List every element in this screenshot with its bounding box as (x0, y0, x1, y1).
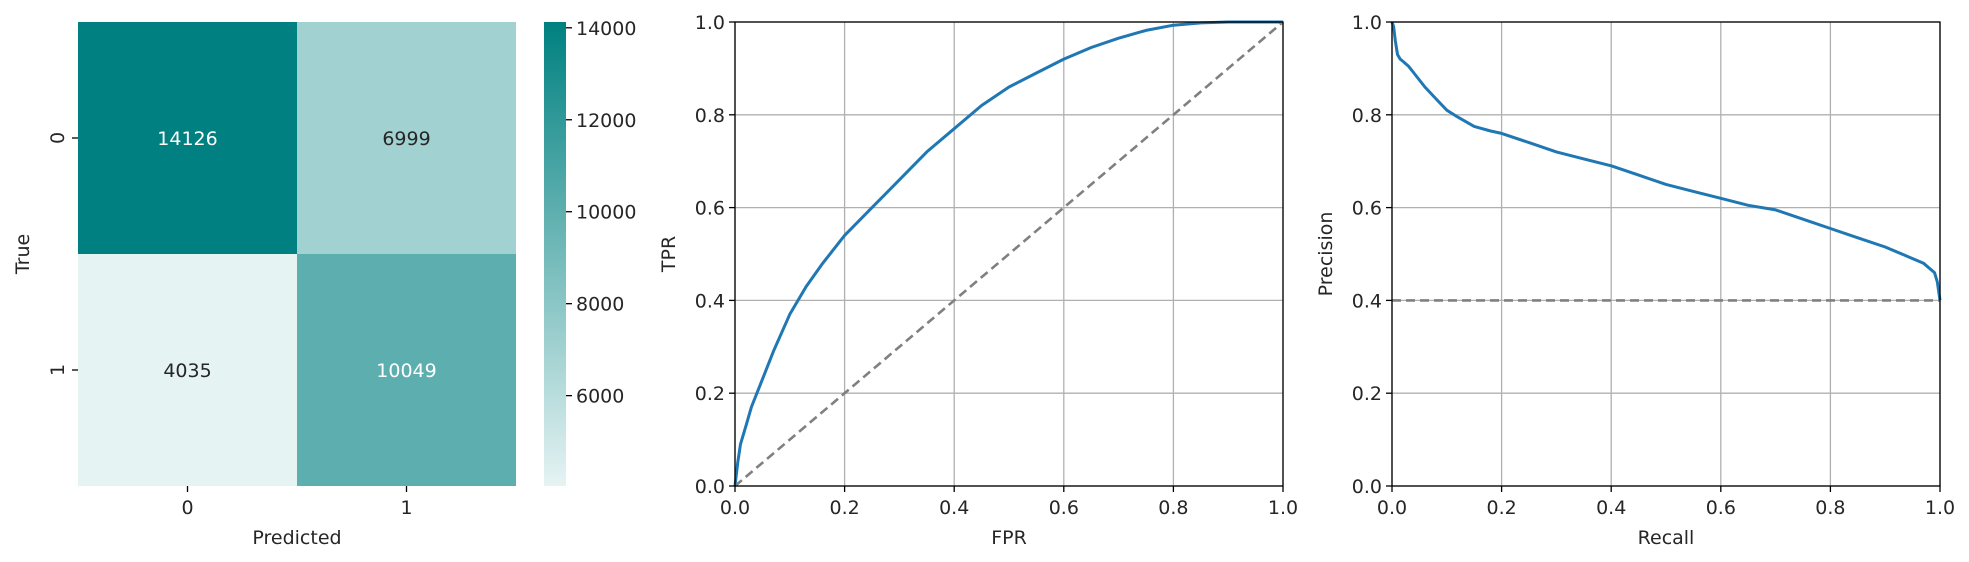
pr-axes-frame (1391, 21, 1941, 487)
pr-y-tick-label-4: 0.8 (1352, 105, 1382, 127)
roc-curve-line (733, 20, 1283, 487)
cm-x-axis-label: Predicted (252, 527, 341, 549)
heatmap-cell-0-0 (78, 22, 297, 254)
roc-y-tick-label-4: 0.8 (695, 105, 725, 127)
heatmap-cell-value-1-0: 4035 (163, 360, 211, 382)
roc-x-tick-label-2: 0.4 (939, 497, 969, 519)
pr-y-tick-label-3: 0.6 (1352, 198, 1382, 220)
pr-x-axis-label: Recall (1638, 527, 1695, 549)
cm-y-axis-label: True (12, 234, 34, 275)
pr-x-tick-label-1: 0.2 (1486, 497, 1516, 519)
colorbar: 6000 8000 10000 12000 14000 (544, 18, 636, 486)
confusion-matrix-panel: 14126 6999 4035 10049 0 1 0 1 Predicted True (12, 22, 516, 549)
pr-y-tick-label-1: 0.2 (1352, 383, 1382, 405)
pr-y-tick-label-2: 0.4 (1352, 290, 1382, 312)
pr-y-tick-label-5: 1.0 (1352, 12, 1382, 34)
roc-x-tick-label-5: 1.0 (1268, 497, 1298, 519)
roc-x-tick-label-0: 0.0 (720, 497, 750, 519)
roc-y-tick-label-2: 0.4 (695, 290, 725, 312)
pr-curve-line (1390, 21, 1942, 301)
cm-x-tick-label-1: 1 (400, 497, 412, 519)
roc-y-tick-label-3: 0.6 (695, 198, 725, 220)
roc-x-tick-label-1: 0.2 (829, 497, 859, 519)
heatmap-cell-value-0-1: 6999 (382, 128, 430, 150)
roc-x-tick-label-4: 0.8 (1158, 497, 1188, 519)
roc-x-tick-label-3: 0.6 (1049, 497, 1079, 519)
heatmap-cell-0-1 (297, 22, 516, 254)
roc-panel: 0.0 0.2 0.4 0.6 0.8 1.0 0.0 0.2 0.4 0.6 0.8 1.0 FPR… (658, 12, 1298, 549)
pr-x-tick-label-3: 0.6 (1706, 497, 1736, 519)
colorbar-tick-label-3: 12000 (576, 110, 636, 132)
colorbar-tick-label-1: 8000 (576, 294, 624, 316)
cm-y-tick-label-0: 0 (47, 132, 69, 144)
roc-y-tick-label-1: 0.2 (695, 383, 725, 405)
roc-baseline-line (734, 21, 1284, 487)
roc-axes-frame (734, 21, 1284, 487)
pr-x-tick-label-4: 0.8 (1815, 497, 1845, 519)
colorbar-gradient (544, 22, 566, 486)
pr-x-tick-label-2: 0.4 (1596, 497, 1626, 519)
colorbar-tick-label-2: 10000 (576, 202, 636, 224)
colorbar-tick-label-4: 14000 (576, 18, 636, 40)
roc-y-tick-label-5: 1.0 (695, 12, 725, 34)
pr-x-tick-label-5: 1.0 (1925, 497, 1955, 519)
pr-y-axis-label: Precision (1315, 212, 1337, 297)
cm-y-tick-label-1: 1 (47, 364, 69, 376)
precision-recall-panel: 0.0 0.2 0.4 0.6 0.8 1.0 0.0 0.2 0.4 0.6 0.8 1.0 Rec… (1315, 12, 1955, 549)
heatmap-cell-1-0 (78, 254, 297, 486)
colorbar-tick-label-0: 6000 (576, 386, 624, 408)
roc-y-tick-label-0: 0.0 (695, 476, 725, 498)
roc-x-axis-label: FPR (991, 527, 1027, 549)
pr-y-tick-label-0: 0.0 (1352, 476, 1382, 498)
heatmap-cell-1-1 (297, 254, 516, 486)
cm-x-tick-label-0: 0 (181, 497, 193, 519)
heatmap-cell-value-1-1: 10049 (376, 360, 436, 382)
heatmap-cell-value-0-0: 14126 (157, 128, 217, 150)
roc-y-axis-label: TPR (658, 236, 680, 273)
pr-x-tick-label-0: 0.0 (1377, 497, 1407, 519)
